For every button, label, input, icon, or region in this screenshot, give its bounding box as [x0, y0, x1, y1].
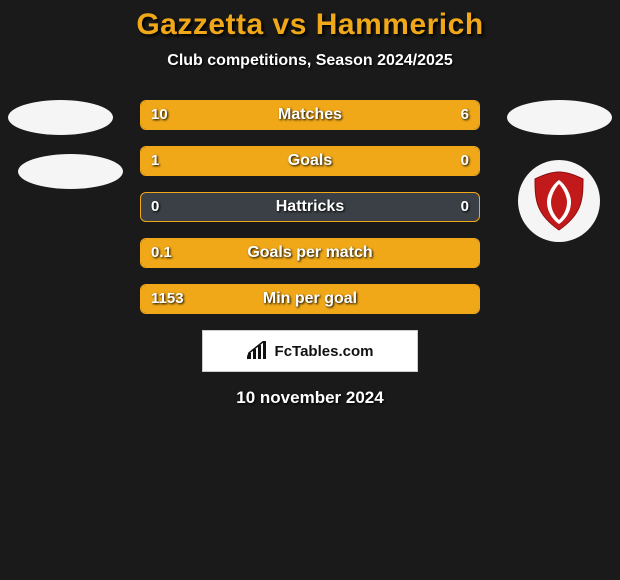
comparison-panel: 10Matches61Goals00Hattricks00.1Goals per…: [0, 100, 620, 408]
stat-row: 1153Min per goal: [140, 284, 480, 314]
stat-label: Goals per match: [141, 239, 479, 267]
stat-label: Hattricks: [141, 193, 479, 221]
team1-logo-placeholder-2: [18, 154, 123, 189]
team2-logo: [518, 160, 600, 242]
stat-row: 10Matches6: [140, 100, 480, 130]
team1-logo-placeholder-1: [8, 100, 113, 135]
bars-chart-icon: [247, 341, 271, 361]
stat-row: 0Hattricks0: [140, 192, 480, 222]
brand-label: FcTables.com: [275, 343, 374, 360]
shield-icon: [531, 170, 587, 232]
brand-box[interactable]: FcTables.com: [202, 330, 418, 372]
stat-row: 1Goals0: [140, 146, 480, 176]
page-subtitle: Club competitions, Season 2024/2025: [0, 52, 620, 70]
stat-right-value: 0: [461, 193, 469, 221]
stat-right-value: 6: [461, 101, 469, 129]
stat-row: 0.1Goals per match: [140, 238, 480, 268]
stat-right-value: 0: [461, 147, 469, 175]
stat-label: Goals: [141, 147, 479, 175]
team2-logo-placeholder-1: [507, 100, 612, 135]
stat-bars: 10Matches61Goals00Hattricks00.1Goals per…: [140, 100, 480, 314]
stat-label: Matches: [141, 101, 479, 129]
page-title: Gazzetta vs Hammerich: [0, 8, 620, 42]
stat-label: Min per goal: [141, 285, 479, 313]
date-label: 10 november 2024: [0, 388, 620, 408]
